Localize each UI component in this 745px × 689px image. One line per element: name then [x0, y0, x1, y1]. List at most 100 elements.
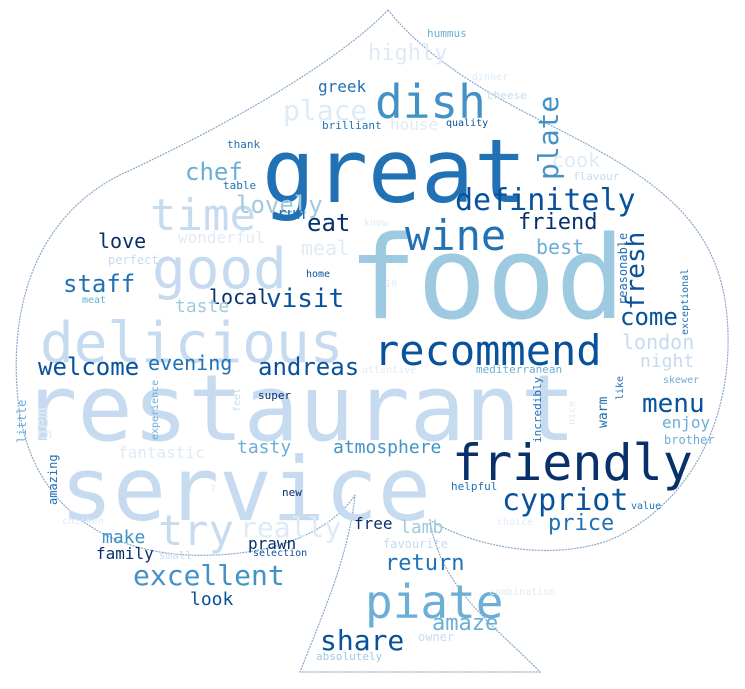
cloud-word-time: time — [150, 190, 256, 241]
cloud-word-reasonable: reasonable — [616, 233, 630, 305]
cloud-word-local: local — [209, 285, 269, 309]
cloud-word-excellent: excellent — [133, 559, 285, 592]
cloud-word-family: family — [96, 544, 154, 563]
cloud-word-brother: brother — [664, 433, 715, 447]
cloud-word-andreas: andreas — [258, 353, 359, 381]
cloud-word-wine: wine — [405, 211, 506, 260]
cloud-word-experience: experience — [150, 380, 161, 440]
cloud-word-cook: cook — [552, 148, 600, 172]
cloud-word-amaze: amaze — [432, 611, 498, 636]
cloud-word-friendly: friendly — [452, 434, 693, 492]
cloud-word-cheese: cheese — [487, 89, 527, 102]
cloud-word-delicious: delicious — [40, 311, 343, 376]
cloud-word-chicken: chicken — [62, 516, 104, 527]
cloud-word-staff: staff — [63, 270, 135, 298]
cloud-word-feel: feel — [232, 388, 243, 412]
cloud-word-try: try — [158, 506, 234, 555]
cloud-word-look: look — [190, 589, 234, 610]
cloud-word-piate: piate — [365, 575, 503, 629]
cloud-word-lamb: lamb — [400, 517, 443, 538]
cloud-word-service: service — [60, 438, 431, 541]
cloud-word-prawn: prawn — [248, 534, 296, 553]
cloud-word-like: like — [615, 376, 626, 400]
cloud-word-10: 10 — [385, 279, 397, 290]
cloud-word-skewer: skewer — [663, 375, 699, 386]
cloud-word-return: return — [385, 551, 464, 576]
cloud-word-london: london — [622, 330, 694, 354]
cloud-word-dinner: dinner — [472, 72, 508, 83]
cloud-word-nice: nice — [567, 401, 578, 425]
cloud-word-share: share — [320, 624, 404, 657]
cloud-word-favourite: favourite — [383, 537, 448, 551]
cloud-word-chef: chef — [185, 158, 243, 186]
cloud-word-exceptional: exceptional — [680, 269, 691, 335]
cloud-word-choice: choice — [497, 517, 533, 528]
cloud-word-come: come — [620, 303, 678, 331]
cloud-word-run: run — [277, 204, 306, 223]
cloud-word-welcome: welcome — [38, 353, 139, 381]
cloud-word-table: table — [223, 179, 256, 192]
cloud-word-cypriot: cypriot — [502, 483, 628, 518]
cloud-word-flavour: flavour — [573, 170, 620, 183]
cloud-word-wonderful: wonderful — [178, 228, 265, 247]
cloud-word-best: best — [536, 235, 584, 259]
cloud-word-friend: friend — [518, 210, 597, 235]
cloud-word-food: food — [348, 212, 625, 346]
cloud-word-new: new — [282, 486, 302, 499]
cloud-word-gem: gem — [32, 407, 53, 440]
cloud-word-meal: meal — [301, 236, 349, 260]
cloud-word-home: home — [306, 269, 330, 280]
cloud-word-price: price — [548, 511, 614, 536]
cloud-word-enjoy: enjoy — [662, 413, 711, 432]
cloud-word-7: 7 — [210, 484, 216, 495]
cloud-word-free: free — [354, 514, 393, 533]
cloud-word-combination: combination — [489, 587, 555, 598]
cloud-word-evening: evening — [148, 351, 232, 375]
cloud-word-quality: quality — [446, 118, 488, 129]
cloud-word-know: know — [364, 218, 389, 229]
cloud-word-value: value — [631, 501, 661, 512]
cloud-word-greek: greek — [318, 77, 367, 96]
cloud-word-recommend: recommend — [374, 326, 602, 375]
cloud-word-love: love — [98, 229, 146, 253]
cloud-word-make: make — [102, 527, 145, 548]
cloud-word-little: little — [15, 400, 29, 443]
cloud-word-attentive: attentive — [362, 365, 416, 376]
cloud-word-super: super — [258, 389, 291, 402]
cloud-word-mediterranean: mediterranean — [476, 363, 562, 376]
cloud-word-selection: selection — [253, 548, 307, 559]
cloud-word-meat: meat — [82, 295, 106, 306]
cloud-word-eat: eat — [307, 209, 350, 237]
cloud-word-highly: highly — [368, 41, 447, 66]
cloud-word-fresh: fresh — [621, 232, 651, 310]
spade-outline-shape — [15, 9, 729, 673]
cloud-word-menu: menu — [642, 389, 705, 419]
cloud-word-taste: taste — [175, 296, 229, 317]
cloud-word-visit: visit — [266, 284, 344, 314]
cloud-word-hummus: hummus — [427, 27, 467, 40]
cloud-word-really: really — [240, 511, 341, 544]
cloud-word-place: place — [283, 94, 367, 127]
cloud-word-restaurant: restaurant — [22, 355, 576, 462]
cloud-word-lovely: lovely — [236, 191, 323, 219]
cloud-word-good: good — [152, 237, 287, 302]
cloud-word-fantastic: fantastic — [118, 443, 205, 462]
cloud-word-absolutely: absolutely — [316, 650, 383, 663]
cloud-word-small: small — [159, 549, 192, 562]
cloud-word-brilliant: brilliant — [322, 119, 382, 132]
cloud-word-perfect: perfect — [108, 253, 159, 267]
cloud-word-tasty: tasty — [237, 437, 291, 458]
cloud-word-dish: dish — [375, 75, 486, 129]
cloud-word-warm: warm — [596, 397, 611, 428]
cloud-word-night: night — [640, 351, 694, 372]
cloud-word-amazing: amazing — [46, 454, 60, 505]
cloud-word-house: house — [390, 115, 438, 134]
cloud-word-helpful: helpful — [451, 480, 497, 493]
cloud-word-owner: owner — [418, 630, 454, 644]
cloud-word-incredibly: incredibly — [531, 376, 544, 443]
cloud-word-definitely: definitely — [455, 183, 636, 218]
cloud-word-plate: plate — [532, 96, 565, 180]
cloud-word-atmosphere: atmosphere — [333, 437, 441, 458]
cloud-word-thank: thank — [227, 138, 260, 151]
